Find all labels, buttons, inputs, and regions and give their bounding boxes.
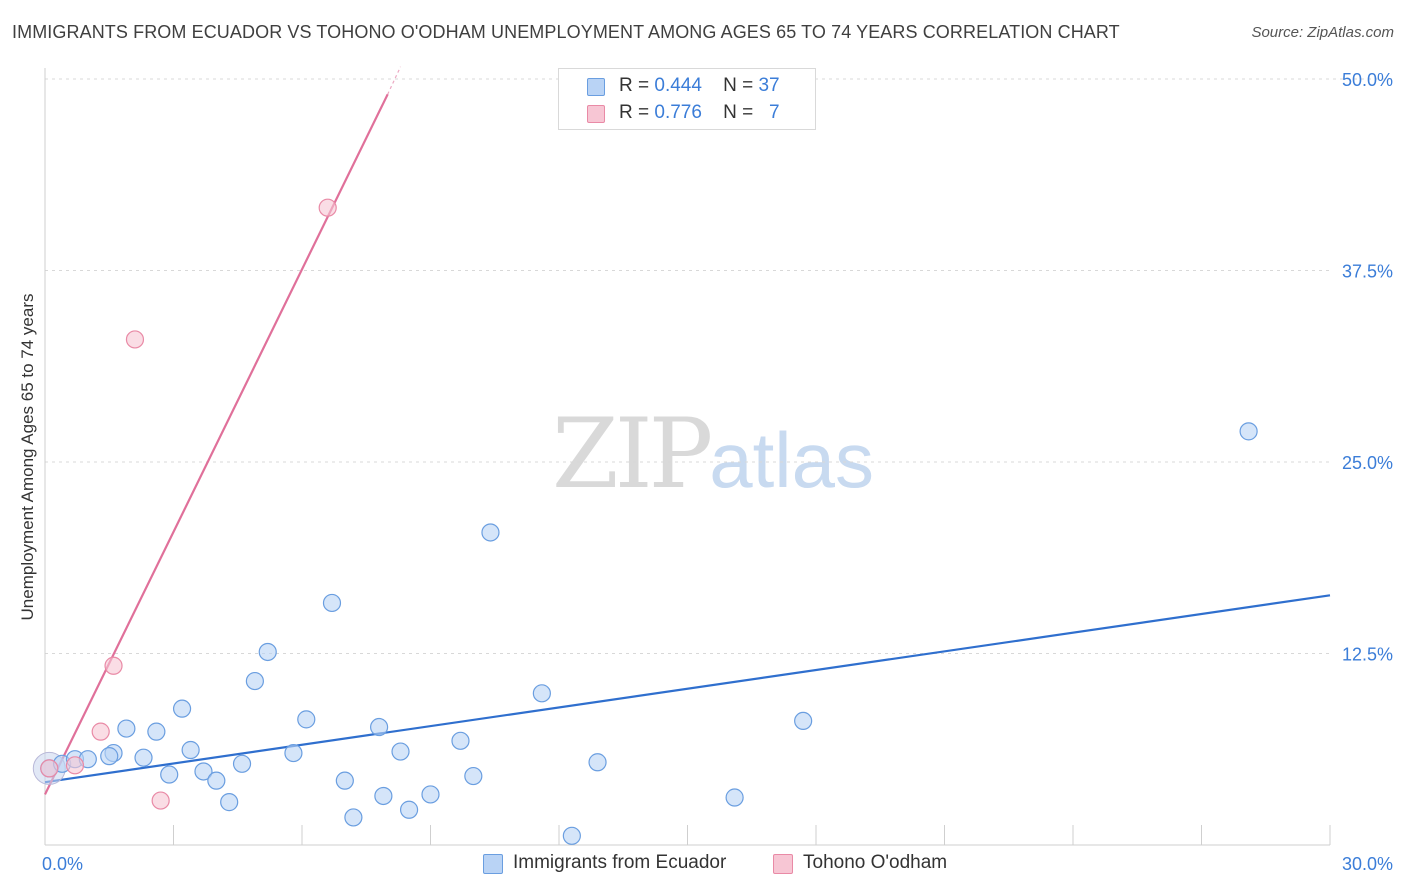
axes [44,68,1331,846]
data-point-tohono [125,330,145,349]
watermark-zip: ZIP [552,398,713,510]
data-point-tohono [91,722,110,741]
r-value: 0.776 [654,102,702,123]
y-tick-label: 50.0% [1342,70,1393,90]
data-point-ecuador [562,826,581,845]
watermark: ZIPatlas [552,398,874,510]
legend-label-tohono: Tohono O'odham [803,852,948,873]
data-point-tohono [318,198,337,217]
pink-swatch [773,854,793,874]
data-point-tohono [104,656,123,675]
data-point-ecuador [421,785,440,804]
data-point-ecuador [344,808,363,827]
data-point-ecuador [147,722,166,741]
data-point-ecuador [160,765,179,784]
data-point-ecuador [100,747,119,766]
data-point-ecuador [481,523,500,542]
tick-labels: 12.5% 25.0% 37.5% 50.0% 0.0% 30.0% [42,70,1393,874]
pink-swatch [587,105,605,123]
data-point-ecuador [588,753,607,772]
data-point-ecuador [399,800,419,819]
data-point-ecuador [532,684,551,703]
r-value: 0.444 [654,75,702,96]
data-point-tohono [40,759,59,778]
data-point-ecuador [370,717,389,737]
data-point-ecuador [232,754,252,773]
n-value: 7 [769,102,780,123]
trend-lines [44,66,1331,795]
data-point-ecuador [725,788,744,807]
data-point-ecuador [194,762,213,781]
data-point-ecuador [794,711,813,731]
trend-line-tohono [44,93,389,795]
data-point-ecuador [374,786,393,806]
source-label: Source: ZipAtlas.com [1251,24,1394,41]
data-point-tohono [65,756,85,775]
gridlines [45,78,1392,654]
trend-line-ecuador [44,594,1331,784]
data-point-ecuador [464,766,483,786]
x-tick-label: 0.0% [42,854,83,874]
y-tick-label: 25.0% [1342,453,1393,473]
data-point-ecuador [322,593,342,613]
blue-swatch [483,854,503,874]
data-point-ecuador [451,731,470,750]
n-label: N = [723,102,754,123]
data-point-ecuador [220,793,239,812]
data-point-ecuador [245,671,264,691]
data-point-tohono [151,791,170,810]
r-label: R = [619,102,650,123]
r-label: R = [619,75,650,96]
data-point-ecuador [284,743,303,763]
blue-swatch [587,78,605,96]
data-point-ecuador [181,740,200,760]
y-tick-label: 37.5% [1342,262,1393,282]
data-point-ecuador [117,719,136,738]
data-point-ecuador [172,699,192,718]
chart-title: IMMIGRANTS FROM ECUADOR VS TOHONO O'ODHA… [12,22,1120,42]
data-point-ecuador [258,642,277,662]
x-tick-label: 30.0% [1342,854,1393,874]
legend-label-ecuador: Immigrants from Ecuador [513,852,727,873]
y-tick-label: 12.5% [1342,645,1393,665]
data-point-ecuador [134,748,153,767]
data-point-ecuador [1239,422,1258,441]
data-point-ecuador [207,771,226,790]
data-points [32,198,1258,845]
data-point-ecuador [297,710,316,729]
n-label: N = [723,75,754,96]
trend-line-extension [387,66,402,95]
y-axis-label: Unemployment Among Ages 65 to 74 years [18,293,37,621]
stats-legend: R = 0.444 N = 37 R = 0.776 N = 7 [558,68,816,130]
data-point-ecuador [335,771,354,790]
n-value: 37 [758,75,780,96]
data-point-ecuador [391,742,410,761]
watermark-atlas: atlas [709,416,874,504]
